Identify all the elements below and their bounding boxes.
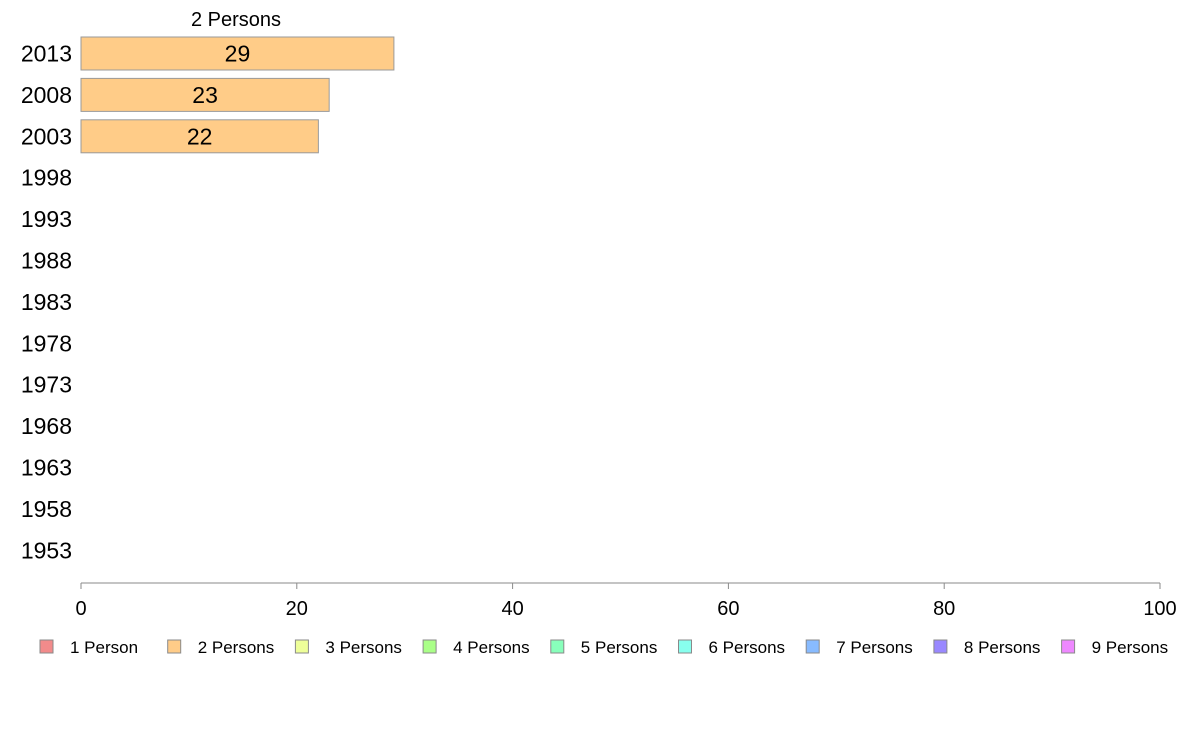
x-tick-label: 0 (75, 598, 86, 620)
legend-swatch (422, 639, 437, 654)
y-tick-label: 1998 (21, 165, 72, 191)
legend-item: 6 Persons (678, 638, 786, 657)
y-tick-label: 1983 (21, 289, 72, 315)
x-tick-label: 40 (501, 598, 523, 620)
legend-item: 3 Persons (294, 638, 402, 657)
y-tick-label: 1978 (21, 330, 72, 356)
bar (80, 119, 319, 154)
y-tick-label: 1973 (21, 372, 72, 398)
legend-item: 7 Persons (805, 638, 913, 657)
y-tick-label: 1963 (21, 455, 72, 481)
y-tick-label: 1958 (21, 496, 72, 522)
legend-label: 1 Person (70, 638, 138, 657)
legend-item: 9 Persons (1061, 638, 1169, 657)
legend-label: 4 Persons (453, 638, 530, 657)
y-tick-label: 2013 (21, 41, 72, 67)
legend-swatch (805, 639, 820, 654)
legend-label: 8 Persons (964, 638, 1041, 657)
legend: 1 Person 2 Persons 3 Persons 4 Persons 5 Per… (39, 638, 1169, 657)
y-tick-label: 1993 (21, 206, 72, 232)
legend-swatch (933, 639, 948, 654)
legend-item: 2 Persons (167, 638, 275, 657)
legend-swatch (678, 639, 692, 654)
x-tick-label: 80 (933, 598, 955, 620)
legend-item: 5 Persons (550, 638, 658, 657)
y-tick-label: 1968 (21, 413, 72, 439)
bar (80, 77, 330, 112)
legend-item: 1 Person (39, 638, 138, 657)
y-tick-label: 2003 (21, 123, 72, 149)
legend-swatch (167, 639, 182, 654)
bar-value-label: 23 (192, 82, 218, 108)
y-tick-label: 1953 (21, 537, 72, 563)
legend-swatch (39, 639, 54, 654)
x-tick-label: 60 (717, 598, 739, 620)
bar-value-label: 29 (225, 41, 251, 67)
legend-item: 8 Persons (933, 638, 1041, 657)
x-tick-label: 20 (286, 598, 308, 620)
y-tick-label: 1988 (21, 248, 72, 274)
y-axis: 2013 2008 2003 1998 1993 1988 1983 1978 1973 1968… (21, 41, 72, 564)
legend-label: 3 Persons (325, 638, 402, 657)
bar-labels: 29 23 22 (187, 41, 250, 150)
bars (80, 36, 395, 154)
legend-label: 5 Persons (581, 638, 658, 657)
legend-item: 4 Persons (422, 638, 530, 657)
bar (80, 36, 395, 71)
legend-label: 7 Persons (836, 638, 913, 657)
legend-swatch (550, 639, 565, 654)
legend-label: 9 Persons (1092, 638, 1169, 657)
legend-label: 2 Persons (198, 638, 275, 657)
legend-swatch (294, 639, 309, 654)
x-tick-label: 100 (1143, 598, 1176, 620)
y-tick-label: 2008 (21, 82, 72, 108)
series-title: 2 Persons (191, 9, 281, 31)
x-axis: 0 20 40 60 80 100 (75, 582, 1177, 620)
legend-label: 6 Persons (709, 638, 786, 657)
bar-value-label: 22 (187, 123, 213, 149)
legend-swatch (1061, 639, 1076, 654)
